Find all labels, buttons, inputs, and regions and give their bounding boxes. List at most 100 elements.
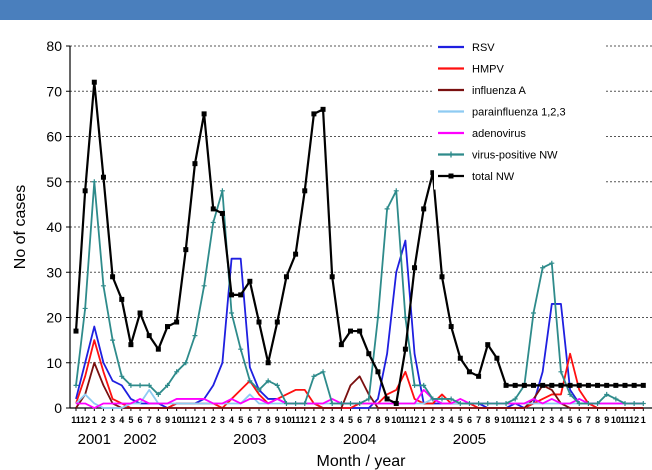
data-point: [421, 206, 427, 212]
x-tick-label: 12: [300, 415, 310, 425]
data-point: [146, 333, 152, 339]
data-point: [512, 396, 518, 402]
data-point: [238, 292, 244, 298]
legend-item: RSV: [438, 42, 495, 54]
x-tick-label: 12: [629, 415, 639, 425]
y-tick-label: 0: [54, 400, 62, 416]
legend-label: adenovirus: [472, 128, 526, 140]
year-labels: 2001 2002 2003 2004 2005: [78, 431, 487, 448]
x-tick-label: 1: [92, 415, 97, 425]
x-tick-label: 9: [275, 415, 280, 425]
data-point: [155, 391, 161, 397]
data-point: [631, 382, 637, 388]
data-point: [604, 382, 610, 388]
x-tick-label: 7: [256, 415, 261, 425]
data-point: [357, 400, 363, 406]
x-tick-label: 8: [595, 415, 600, 425]
data-point: [494, 400, 500, 406]
data-point: [348, 400, 353, 406]
x-tick-label: 4: [339, 415, 344, 425]
x-tick-label: 12: [190, 415, 200, 425]
data-point: [137, 310, 143, 316]
data-point: [531, 382, 536, 388]
x-tick-label: 5: [238, 415, 243, 425]
data-point: [540, 265, 546, 271]
data-point: [210, 206, 216, 212]
data-point: [247, 278, 253, 284]
data-point: [466, 400, 472, 406]
y-tick-label: 50: [46, 174, 62, 190]
x-tick-label: 6: [577, 415, 582, 425]
data-point: [549, 260, 555, 266]
x-tick-label: 10: [611, 415, 621, 425]
data-point: [567, 382, 573, 388]
data-point: [430, 396, 436, 402]
data-point: [457, 355, 463, 361]
data-point: [165, 382, 170, 388]
x-tick-label: 11: [71, 415, 81, 425]
x-tick-label: 7: [476, 415, 481, 425]
year-label: 2003: [233, 431, 266, 448]
x-tick-label: 6: [138, 415, 143, 425]
data-point: [128, 382, 134, 388]
data-point: [338, 400, 344, 406]
year-label: 2004: [343, 431, 376, 448]
data-point: [439, 274, 445, 280]
series-influenza-a: [75, 361, 644, 409]
y-tick-label: 30: [46, 264, 62, 280]
data-point: [73, 328, 79, 334]
x-tick-label: 7: [586, 415, 591, 425]
series-virus-positive-nw: [73, 179, 646, 406]
data-point: [585, 400, 591, 406]
x-tick-label: 1: [421, 415, 426, 425]
x-tick-label: 11: [291, 415, 301, 425]
data-point: [311, 373, 317, 379]
data-point: [91, 179, 97, 185]
x-tick-label: 9: [604, 415, 609, 425]
year-label: 2005: [453, 431, 486, 448]
data-point: [503, 382, 509, 388]
data-point: [146, 382, 152, 388]
legend-label: total NW: [472, 171, 515, 183]
x-tick-label: 11: [401, 415, 411, 425]
data-point: [293, 251, 299, 257]
data-point: [384, 206, 390, 212]
data-point: [503, 400, 509, 406]
x-tick-label: 5: [458, 415, 463, 425]
data-point: [384, 396, 390, 402]
data-point: [192, 333, 198, 339]
legend-label: influenza A: [472, 85, 526, 97]
data-point: [448, 324, 454, 330]
data-point: [631, 400, 637, 406]
x-tick-label: 5: [568, 415, 573, 425]
x-tick-label: 8: [375, 415, 380, 425]
data-point: [128, 342, 134, 348]
y-tick-label: 20: [46, 310, 62, 326]
x-tick-label: 1: [641, 415, 646, 425]
data-point: [485, 400, 491, 406]
x-tick-label: 10: [501, 415, 511, 425]
data-point: [183, 247, 189, 253]
x-tick-label: 8: [266, 415, 271, 425]
x-tick-label: 1: [531, 415, 536, 425]
data-point: [174, 369, 180, 375]
x-tick-label: 4: [229, 415, 234, 425]
data-point: [412, 265, 418, 271]
data-point: [329, 400, 335, 406]
data-point: [393, 188, 399, 194]
x-axis-title: Month / year: [317, 453, 407, 470]
data-point: [274, 319, 280, 325]
data-point: [476, 400, 482, 406]
data-point: [201, 111, 207, 117]
y-tick-label: 80: [46, 38, 62, 54]
data-point: [613, 396, 619, 402]
data-point: [393, 400, 399, 406]
x-tick-label: 4: [449, 415, 454, 425]
x-tick-label: 9: [165, 415, 170, 425]
data-point: [576, 400, 582, 406]
x-tick-label: 10: [172, 415, 182, 425]
x-tick-label: 3: [220, 415, 225, 425]
data-point: [457, 400, 463, 406]
data-point: [265, 360, 271, 366]
